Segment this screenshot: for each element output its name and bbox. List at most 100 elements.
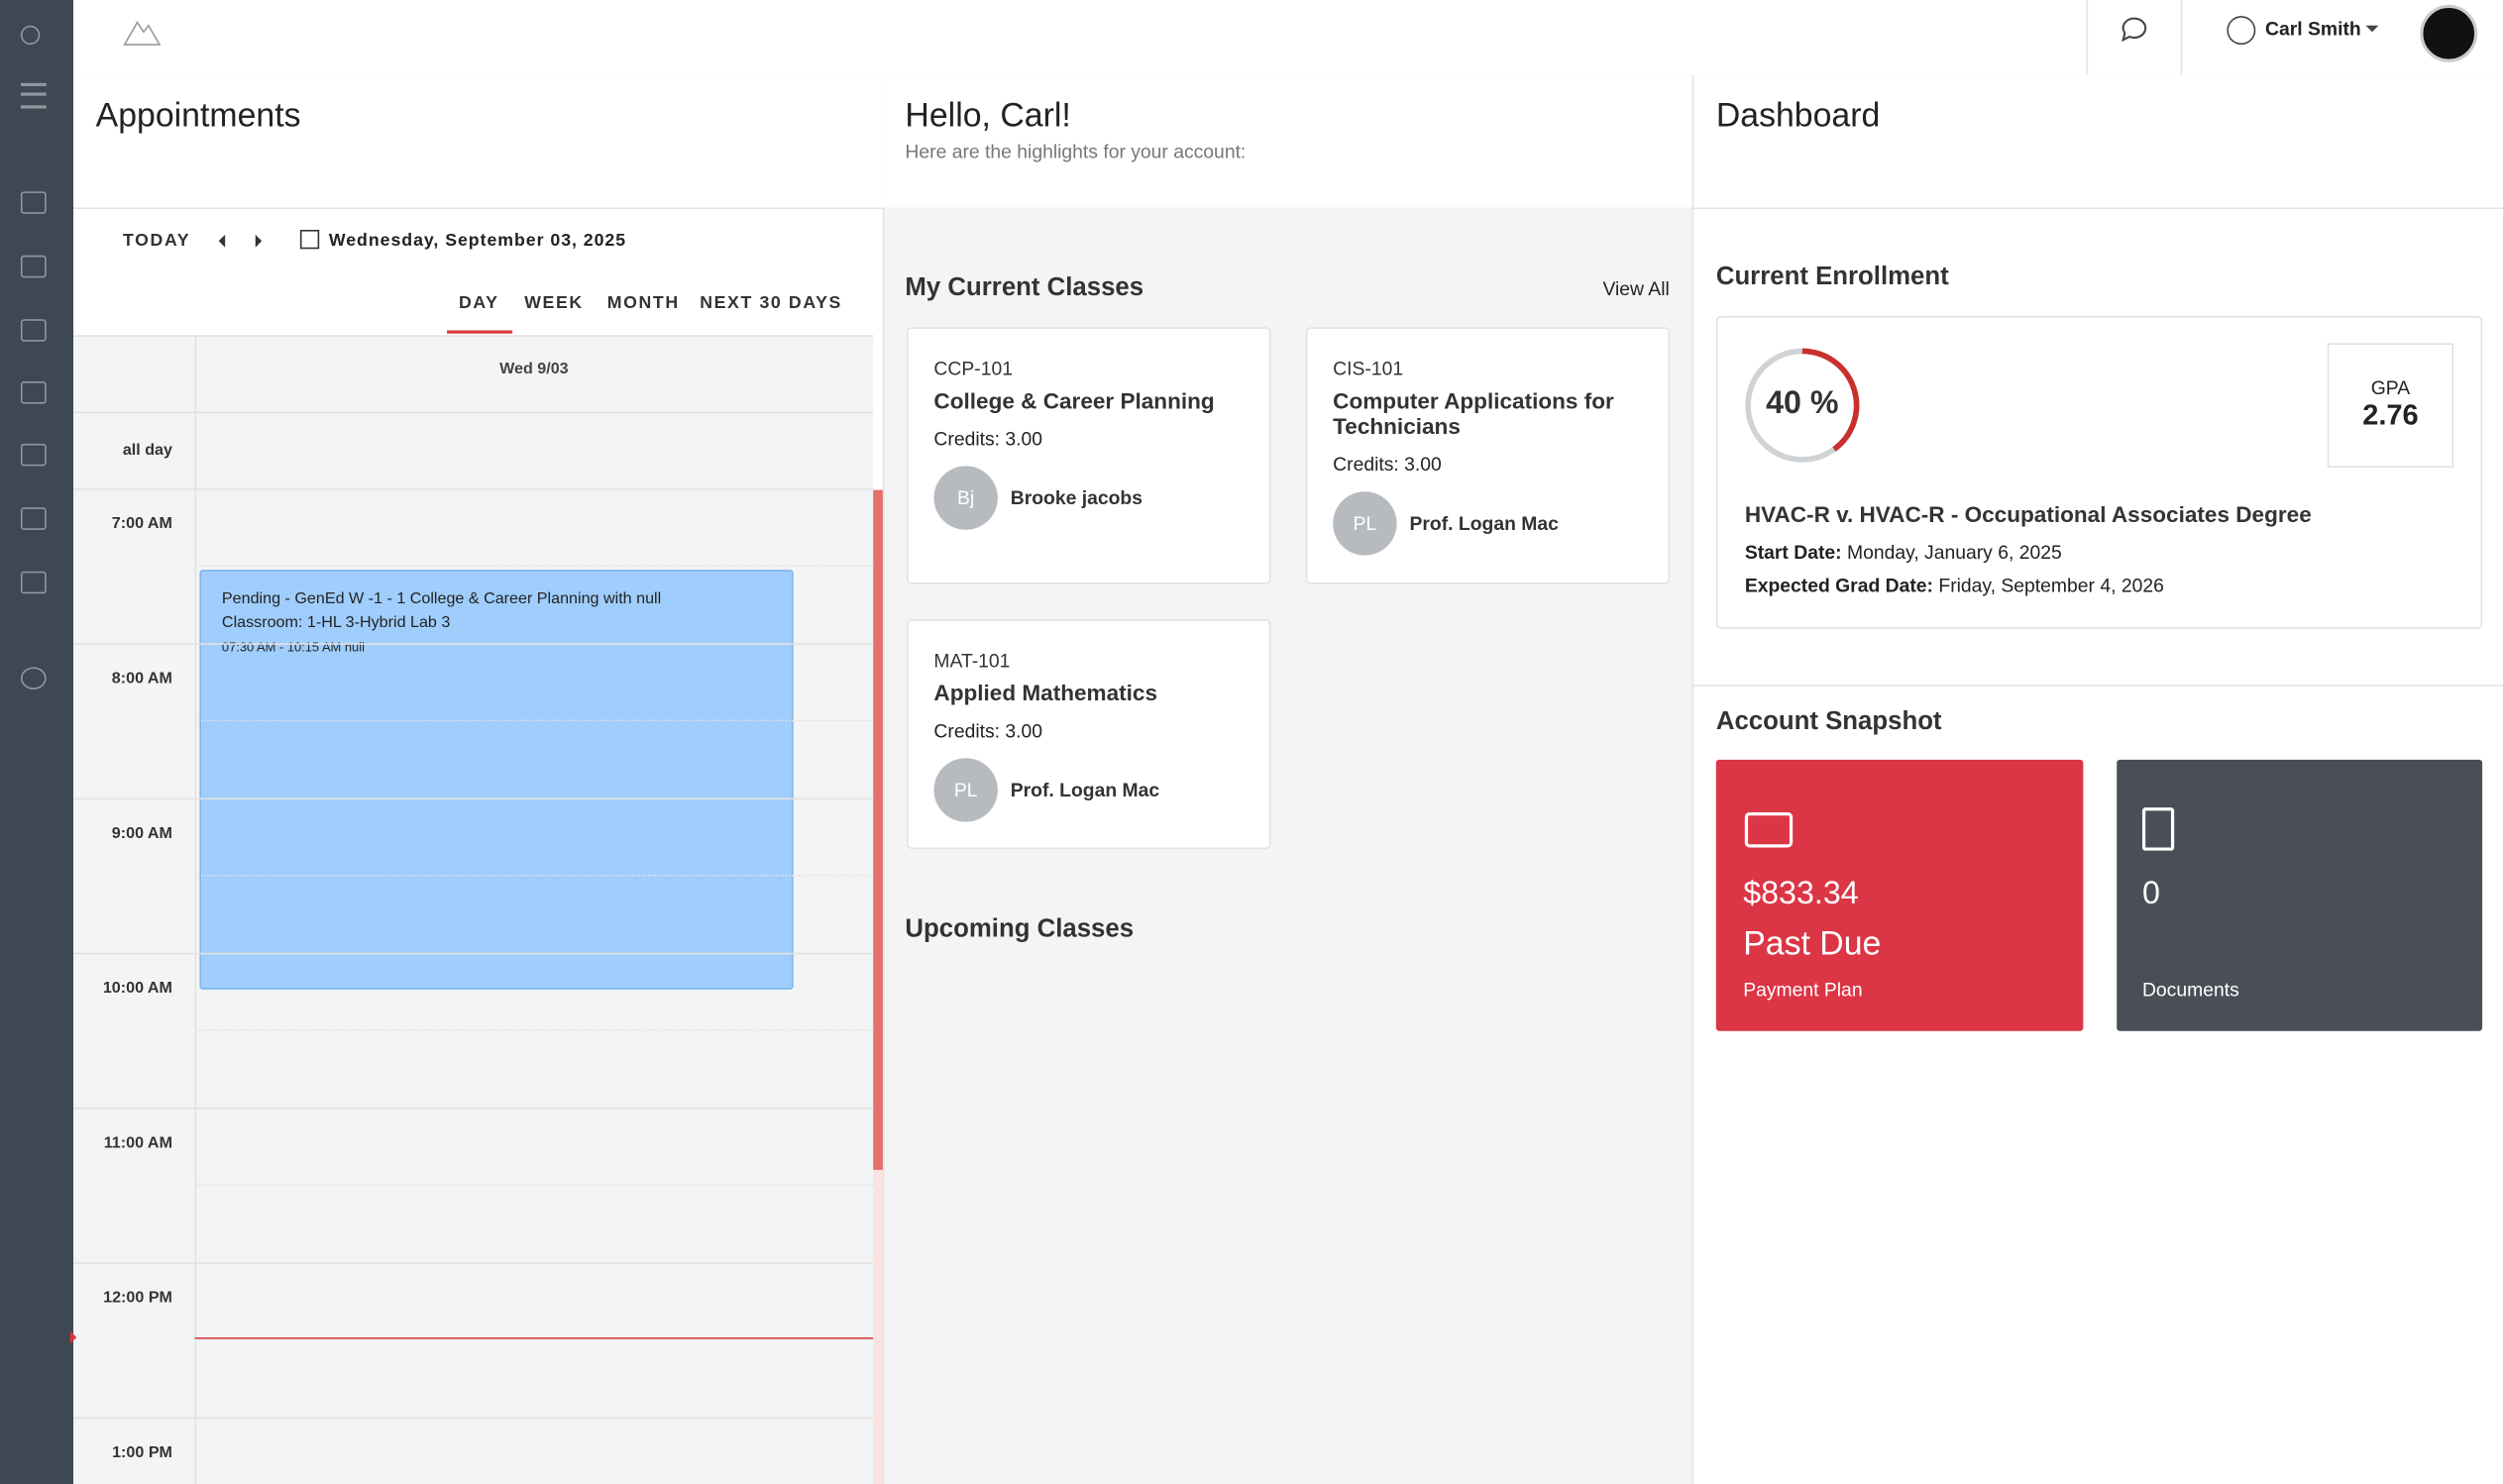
greeting-header bbox=[882, 74, 1694, 208]
nav-settings[interactable] bbox=[20, 667, 47, 689]
nav-edit[interactable] bbox=[20, 319, 47, 342]
start-date: Start Date: Monday, January 6, 2025 bbox=[1745, 541, 2062, 564]
payment-card[interactable]: $833.34 Past Due Payment Plan bbox=[1715, 759, 2084, 1031]
program-name: HVAC-R v. HVAC-R - Occupational Associat… bbox=[1744, 500, 2312, 527]
divider bbox=[73, 207, 883, 210]
label: Expected Grad Date: bbox=[1744, 574, 1933, 597]
class-credits: Credits: 3.00 bbox=[933, 427, 1043, 451]
view-tab[interactable]: NEXT 30 DAYS bbox=[700, 293, 843, 313]
nav-briefcase[interactable] bbox=[20, 381, 47, 404]
class-credits: Credits: 3.00 bbox=[933, 719, 1043, 743]
hour-line bbox=[73, 487, 874, 490]
class-code: MAT-101 bbox=[933, 649, 1011, 673]
school-logo[interactable] bbox=[121, 13, 163, 48]
view-tab[interactable]: MONTH bbox=[606, 293, 680, 313]
now-line bbox=[194, 1337, 874, 1339]
event-text[interactable]: Pending - GenEd W -1 - 1 College & Caree… bbox=[222, 587, 661, 659]
user-icon[interactable] bbox=[2227, 16, 2256, 46]
half-hour-line bbox=[194, 1029, 874, 1031]
event-title[interactable]: Pending - GenEd W -1 - 1 College & Caree… bbox=[221, 590, 662, 608]
greeting-title: Hello, Carl! bbox=[905, 97, 1071, 135]
class-name[interactable]: Computer Applications for Technicians bbox=[1333, 387, 1614, 440]
day-header: Wed 9/03 bbox=[499, 361, 569, 378]
divider bbox=[1693, 685, 2503, 687]
hour-line bbox=[73, 1417, 874, 1420]
now-marker bbox=[69, 1330, 83, 1344]
documents-card[interactable]: 0 Documents bbox=[2117, 759, 2483, 1031]
card-icon bbox=[1744, 811, 1794, 848]
class-credits: Credits: 3.00 bbox=[1333, 453, 1442, 477]
gpa-label: GPA bbox=[2370, 376, 2411, 399]
app-logo[interactable] bbox=[20, 25, 41, 46]
time-label: 8:00 AM bbox=[111, 670, 172, 689]
class-code: CIS-101 bbox=[1333, 357, 1404, 380]
ring-progress bbox=[1801, 348, 1860, 452]
instructor-name: Brooke jacobs bbox=[1010, 486, 1143, 509]
class-name[interactable]: Applied Mathematics bbox=[933, 680, 1158, 706]
hour-line bbox=[73, 1108, 874, 1110]
event-time[interactable]: 07:30 AM - 10:15 AM null bbox=[221, 640, 365, 655]
instructor-name: Prof. Logan Mac bbox=[1409, 512, 1559, 535]
hour-line bbox=[73, 1262, 874, 1264]
nav-calendar[interactable] bbox=[20, 255, 47, 278]
row-line bbox=[73, 411, 874, 414]
view-tab[interactable]: DAY bbox=[458, 293, 499, 313]
messages-button[interactable] bbox=[2120, 16, 2148, 45]
half-hour-line bbox=[194, 719, 874, 722]
panel-title: Appointments bbox=[95, 97, 301, 135]
nav-billing[interactable] bbox=[20, 507, 47, 530]
time-label: 12:00 PM bbox=[103, 1289, 172, 1308]
half-hour-line bbox=[194, 565, 874, 567]
grad-date: Expected Grad Date: Friday, September 4,… bbox=[1745, 575, 2164, 597]
class-card[interactable] bbox=[907, 327, 1271, 584]
calendar-icon[interactable] bbox=[299, 229, 320, 250]
instructor-avatar: PL bbox=[1333, 491, 1397, 556]
current-date: Wednesday, September 03, 2025 bbox=[328, 231, 627, 251]
event-room[interactable]: Classroom: 1-HL 3-Hybrid Lab 3 bbox=[221, 614, 451, 632]
nav-documents[interactable] bbox=[20, 571, 47, 594]
today-button[interactable]: TODAY bbox=[123, 231, 191, 251]
next-button[interactable] bbox=[255, 234, 269, 248]
active-tab-indicator bbox=[447, 330, 513, 334]
section-title: My Current Classes bbox=[905, 274, 1144, 302]
user-name[interactable]: Carl Smith bbox=[2265, 17, 2361, 41]
event-block[interactable] bbox=[199, 570, 794, 990]
menu-button[interactable] bbox=[20, 82, 47, 109]
payment-label: Payment Plan bbox=[1743, 978, 1863, 1002]
section-title: Current Enrollment bbox=[1715, 263, 1949, 291]
divider bbox=[2086, 0, 2089, 75]
all-day-label: all day bbox=[122, 442, 172, 460]
nav-home[interactable] bbox=[20, 191, 47, 214]
progress-label: 40 % bbox=[1766, 385, 1839, 422]
panel-title: Dashboard bbox=[1715, 97, 1881, 135]
class-card[interactable] bbox=[1305, 327, 1671, 584]
section-title: Account Snapshot bbox=[1715, 708, 1942, 736]
gpa-box: GPA 2.76 bbox=[2327, 343, 2454, 469]
top-bar: Carl Smith bbox=[73, 0, 2503, 77]
payment-amount: $833.34 bbox=[1743, 876, 1859, 911]
gpa-value: 2.76 bbox=[2362, 398, 2419, 431]
documents-count: 0 bbox=[2141, 876, 2160, 911]
half-hour-line bbox=[194, 874, 874, 877]
time-label: 7:00 AM bbox=[111, 515, 172, 534]
accessibility-button[interactable] bbox=[2420, 4, 2478, 62]
scroll-thumb[interactable] bbox=[873, 489, 883, 1170]
section-title: Upcoming Classes bbox=[905, 915, 1135, 944]
prev-button[interactable] bbox=[212, 234, 226, 248]
time-label: 11:00 AM bbox=[103, 1134, 172, 1153]
class-code: CCP-101 bbox=[933, 357, 1013, 380]
greeting-subtitle: Here are the highlights for your account… bbox=[905, 140, 1247, 163]
time-divider bbox=[194, 335, 197, 1484]
time-label: 10:00 AM bbox=[102, 980, 172, 998]
label: Start Date: bbox=[1744, 541, 1842, 564]
user-caret[interactable] bbox=[2365, 25, 2379, 39]
view-all-link[interactable]: View All bbox=[1602, 277, 1670, 300]
hour-line bbox=[73, 797, 874, 800]
nav-contacts[interactable] bbox=[20, 443, 47, 467]
half-hour-line bbox=[194, 1338, 874, 1341]
class-name[interactable]: College & Career Planning bbox=[933, 387, 1215, 414]
view-tab[interactable]: WEEK bbox=[524, 293, 584, 313]
instructor-avatar: Bj bbox=[933, 466, 998, 530]
divider bbox=[2180, 0, 2183, 75]
